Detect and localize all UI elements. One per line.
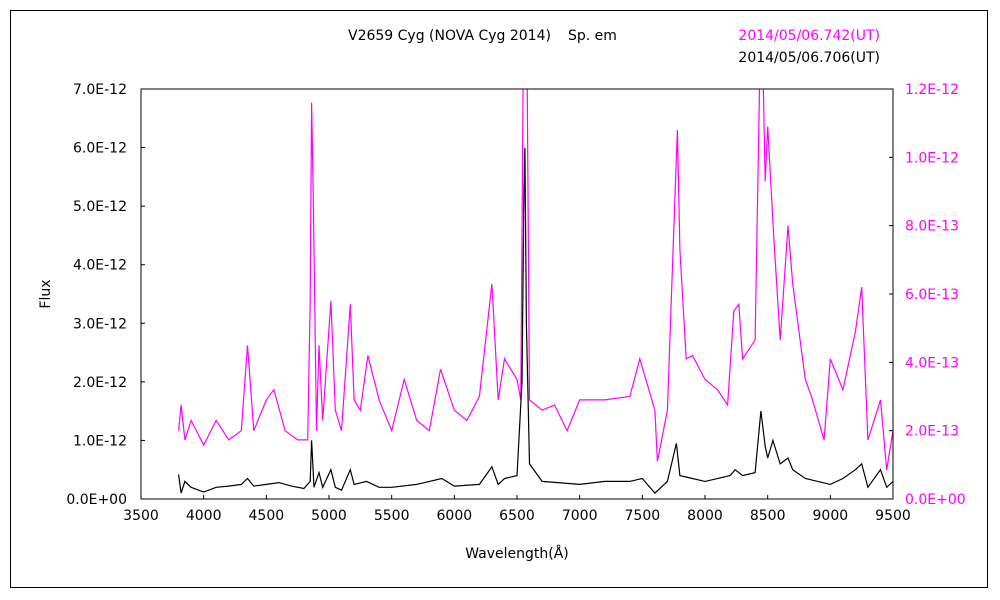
y-left-tick-label: 2.0E-12 <box>73 375 127 391</box>
y-axis-label: Flux <box>38 279 54 308</box>
x-axis-label: Wavelength(Å) <box>465 545 569 562</box>
y-right-tick-label: 1.0E-12 <box>905 150 959 166</box>
x-tick-label: 4500 <box>249 508 285 524</box>
x-tick-label: 7000 <box>562 508 598 524</box>
chart-title: V2659 Cyg (NOVA Cyg 2014) <box>348 28 551 44</box>
legend-series-black: 2014/05/06.706(UT) <box>738 50 880 66</box>
x-tick-label: 7500 <box>625 508 661 524</box>
y-right-tick-label: 4.0E-13 <box>905 355 959 371</box>
chart-frame <box>10 10 988 588</box>
y-right-tick-label: 2.0E-13 <box>905 424 959 440</box>
y-left-tick-label: 3.0E-12 <box>73 316 127 332</box>
x-tick-label: 9000 <box>813 508 849 524</box>
y-right-tick-label: 6.0E-13 <box>905 287 959 303</box>
x-tick-label: 3500 <box>123 508 159 524</box>
y-right-tick-label: 1.2E-12 <box>905 82 959 98</box>
x-tick-label: 6000 <box>437 508 473 524</box>
legend-series-magenta: 2014/05/06.742(UT) <box>738 28 880 44</box>
plot-area <box>140 88 894 500</box>
x-tick-label: 6500 <box>499 508 535 524</box>
y-left-tick-label: 6.0E-12 <box>73 141 127 157</box>
series-line-0 <box>178 89 893 471</box>
y-left-tick-label: 1.0E-12 <box>73 433 127 449</box>
y-right-tick-label: 8.0E-13 <box>905 219 959 235</box>
y-left-tick-label: 5.0E-12 <box>73 199 127 215</box>
y-left-tick-label: 0.0E+00 <box>66 492 127 508</box>
x-tick-label: 5000 <box>311 508 347 524</box>
x-tick-label: 8000 <box>687 508 723 524</box>
x-tick-label: 4000 <box>186 508 222 524</box>
x-tick-label: 8500 <box>750 508 786 524</box>
chart-subtitle: Sp. em <box>568 28 617 44</box>
x-tick-label: 9500 <box>875 508 911 524</box>
y-left-tick-label: 7.0E-12 <box>73 82 127 98</box>
series-line-1 <box>178 147 893 494</box>
x-tick-label: 5500 <box>374 508 410 524</box>
y-right-tick-label: 0.0E+00 <box>905 492 966 508</box>
y-left-tick-label: 4.0E-12 <box>73 258 127 274</box>
